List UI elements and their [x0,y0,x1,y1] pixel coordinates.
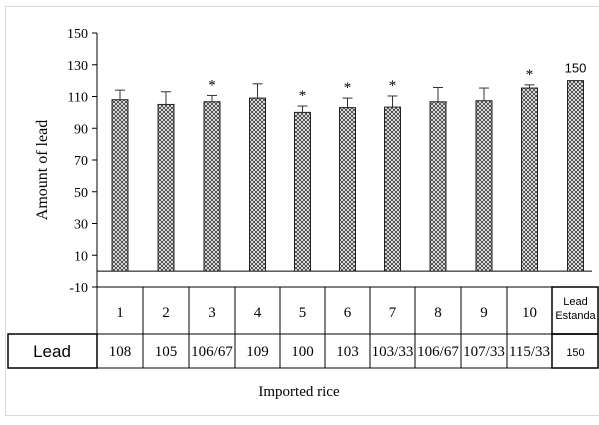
table-cell-value: 150 [566,347,584,359]
bar [384,106,401,272]
y-tick-label: -10 [69,281,88,296]
table-cell-value: 115/33 [509,344,550,360]
bar [203,101,221,272]
bar [157,103,175,272]
table-cell-value: 100 [291,344,314,360]
x-axis-label: Imported rice [258,384,340,400]
y-axis-label: Amount of lead [34,119,51,221]
x-tick-label: 5 [299,305,307,321]
bar [521,87,538,272]
y-tick-label: 90 [74,122,88,137]
table-cell-value: 108 [109,344,132,360]
x-tick-label: 4 [254,305,262,321]
significance-star: * [344,80,352,96]
bar-data-label: 150 [565,61,587,76]
x-tick-label: 1 [116,305,124,321]
significance-star: * [389,78,397,94]
x-tick-label: 3 [208,305,216,321]
y-tick-label: 70 [74,154,88,169]
bar [294,111,311,272]
x-tick-label-line: Estanda [555,310,596,322]
table-cell-value: 103/33 [372,344,414,360]
x-tick-label: 10 [522,305,537,321]
y-tick-label: 150 [67,27,88,42]
table-cell-value: 103 [336,344,359,360]
y-tick-label: 130 [67,59,88,74]
significance-star: * [299,88,307,104]
y-tick-label: 110 [68,91,88,106]
bar [567,80,584,272]
x-tick-label-line: Lead [563,296,587,308]
bar [339,107,356,272]
chart-frame [5,6,599,416]
bar [111,99,129,272]
x-tick-label: 2 [162,305,170,321]
x-tick-label: 7 [389,305,397,321]
table-cell-value: 107/33 [463,344,505,360]
x-tick-label: Lead Estanda [555,296,596,322]
table-cell-value: 105 [155,344,178,360]
table-cell-value: 106/67 [417,344,459,360]
bar [249,97,266,272]
significance-star: * [208,77,216,93]
bar [429,101,447,272]
x-tick-label: 8 [434,305,442,321]
y-tick-label: 10 [74,249,88,264]
y-tick-label: 50 [74,186,88,201]
bar [475,100,493,272]
table-cell-value: 109 [246,344,269,360]
x-tick-label: 6 [344,305,352,321]
significance-star: * [526,67,534,83]
table-row-label: Lead [33,342,71,361]
table-cell-value: 106/67 [191,344,233,360]
table-row-label-box [7,333,98,369]
y-tick-label: 30 [74,218,88,233]
x-tick-label: 9 [480,305,488,321]
standard-value-box [551,333,599,369]
